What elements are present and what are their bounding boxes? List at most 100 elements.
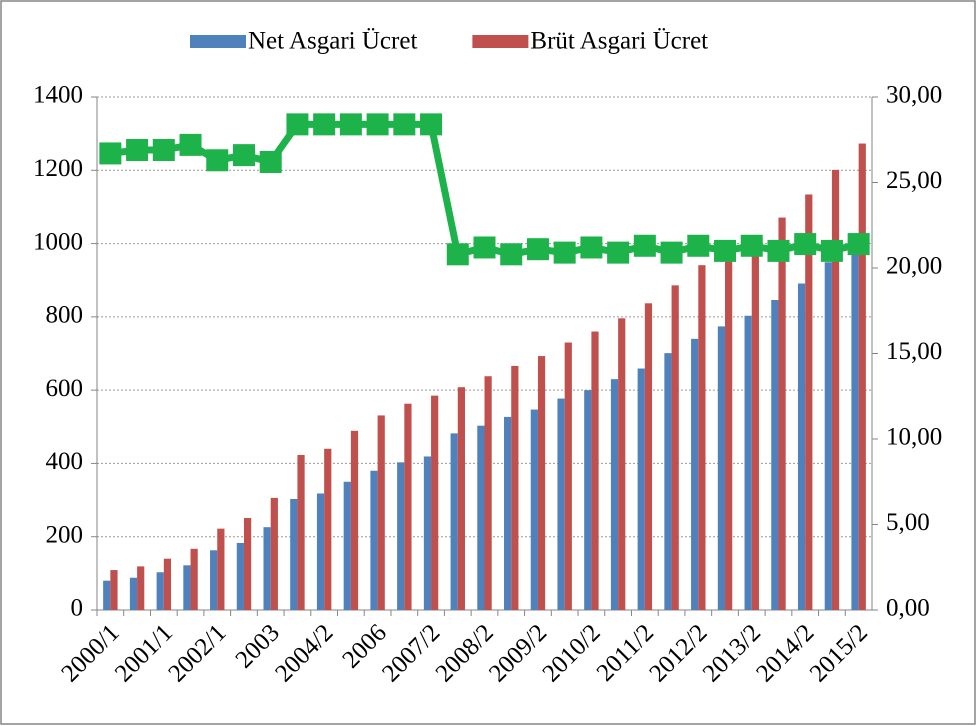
marker <box>206 149 229 172</box>
bar <box>297 455 305 610</box>
legend-swatch <box>190 35 246 48</box>
marker <box>580 236 603 259</box>
marker <box>794 233 817 256</box>
marker <box>740 234 763 257</box>
y2-tick-label: 25,00 <box>886 167 942 194</box>
marker <box>500 243 523 266</box>
bar <box>771 300 779 610</box>
marker <box>526 238 549 261</box>
marker <box>366 113 389 136</box>
bar <box>504 416 512 610</box>
bar <box>110 570 118 610</box>
marker <box>607 241 630 264</box>
legend-label: Net Asgari Ücret <box>248 28 417 55</box>
bar <box>797 283 806 610</box>
y2-tick-label: 5,00 <box>886 509 930 536</box>
bar <box>778 217 786 610</box>
bar <box>637 368 645 610</box>
bar <box>243 518 252 610</box>
marker <box>99 142 122 165</box>
marker <box>126 139 149 162</box>
bar <box>457 387 465 610</box>
bar <box>210 550 218 610</box>
bar <box>691 338 699 610</box>
marker <box>286 113 309 136</box>
bar <box>717 326 726 610</box>
bar <box>270 497 278 610</box>
marker <box>339 113 362 136</box>
bar <box>236 542 244 610</box>
bar <box>671 285 679 610</box>
marker <box>313 113 336 136</box>
bar <box>324 448 332 610</box>
marker <box>714 239 737 262</box>
y-tick-label: 0 <box>71 595 84 622</box>
bar <box>511 365 519 610</box>
bar <box>263 527 271 610</box>
marker <box>232 144 255 167</box>
bar <box>831 169 840 610</box>
legend-label: Brüt Asgari Ücret <box>530 28 708 55</box>
bar <box>805 194 813 610</box>
y-tick-label: 1200 <box>33 155 83 182</box>
y2-tick-label: 0,00 <box>886 595 930 622</box>
bar <box>725 251 733 610</box>
bar <box>404 403 412 610</box>
marker <box>393 113 416 136</box>
marker <box>179 133 202 156</box>
bar <box>557 398 565 610</box>
bar <box>217 528 225 610</box>
bar <box>664 353 672 610</box>
marker <box>259 150 282 173</box>
bar <box>290 498 298 610</box>
bar <box>530 409 538 610</box>
bar <box>350 430 359 610</box>
bar <box>644 303 653 610</box>
bar <box>156 572 164 610</box>
marker <box>152 139 175 162</box>
bar <box>423 456 432 610</box>
y-tick-label: 800 <box>46 302 84 329</box>
bar <box>477 425 485 610</box>
y2-tick-label: 30,00 <box>886 82 942 109</box>
bar <box>377 415 385 610</box>
marker <box>767 239 790 262</box>
bar <box>858 143 866 610</box>
marker <box>820 239 843 262</box>
bar <box>183 565 191 610</box>
y-tick-label: 1400 <box>33 82 83 109</box>
bar <box>610 379 619 610</box>
bar <box>163 558 172 610</box>
bar <box>103 580 111 610</box>
bar <box>129 577 138 610</box>
y-tick-label: 200 <box>46 521 84 548</box>
bar <box>450 433 458 610</box>
marker <box>633 234 656 257</box>
y-tick-label: 400 <box>46 448 84 475</box>
marker <box>420 113 443 136</box>
bar <box>564 342 572 610</box>
y-tick-label: 600 <box>46 375 84 402</box>
marker <box>847 233 870 256</box>
marker <box>446 243 469 266</box>
marker <box>687 234 710 257</box>
marker <box>660 241 683 264</box>
bar <box>851 243 859 611</box>
y2-tick-label: 20,00 <box>886 253 942 280</box>
bar <box>431 395 439 610</box>
bar <box>137 566 145 610</box>
y-tick-label: 1000 <box>33 228 83 255</box>
bar <box>537 356 546 610</box>
bar <box>316 493 325 610</box>
bar <box>698 265 706 610</box>
y2-tick-label: 15,00 <box>886 338 942 365</box>
legend-swatch <box>472 35 529 48</box>
bar <box>584 390 592 610</box>
bar <box>824 262 832 610</box>
bar <box>484 376 492 610</box>
bar <box>591 331 599 610</box>
y2-tick-label: 10,00 <box>886 424 942 451</box>
marker <box>473 236 496 259</box>
bar <box>751 235 759 610</box>
